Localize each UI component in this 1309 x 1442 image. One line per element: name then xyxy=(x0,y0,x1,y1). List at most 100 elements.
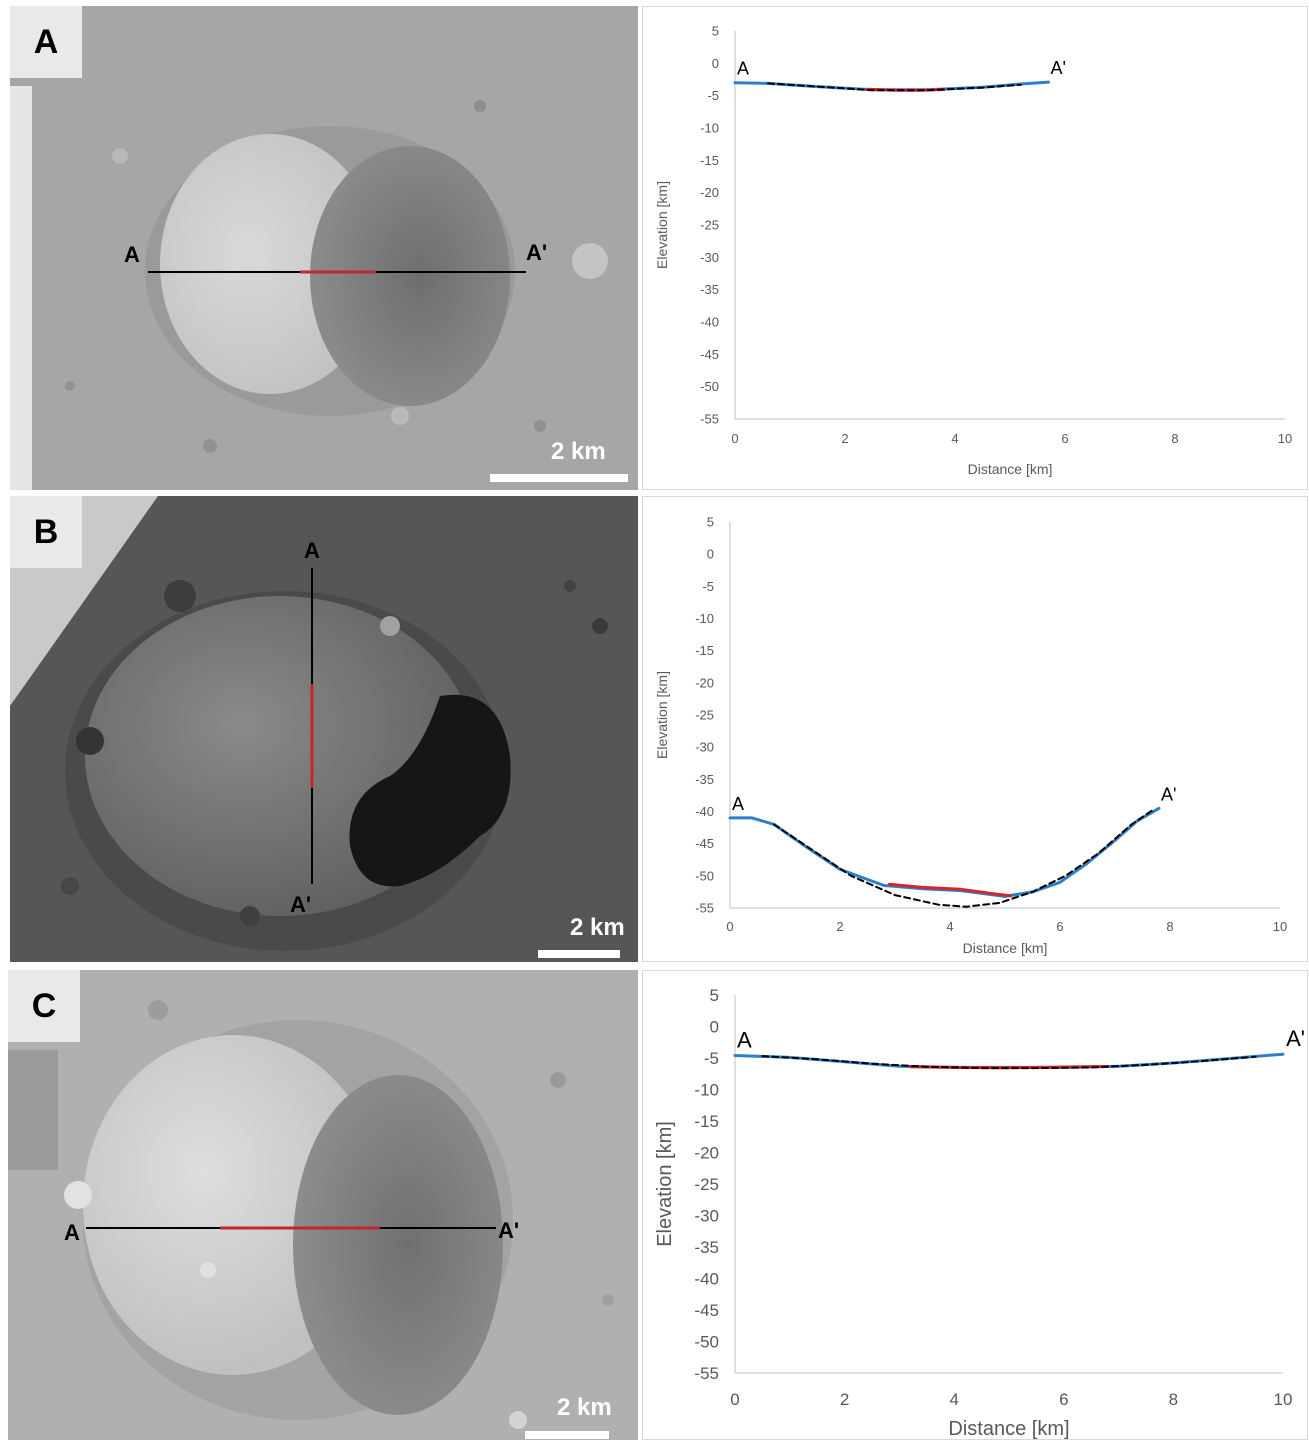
scale-bar-a xyxy=(490,474,628,482)
x-tick-label: 8 xyxy=(1169,1390,1178,1409)
y-tick-label: -45 xyxy=(700,347,719,362)
y-tick-label: -10 xyxy=(700,121,719,136)
y-tick-label: -25 xyxy=(695,708,714,723)
x-tick-label: 2 xyxy=(836,919,843,934)
y-tick-label: -40 xyxy=(694,1269,719,1288)
panel-letter-b: B xyxy=(10,496,82,568)
y-tick-label: -40 xyxy=(700,315,719,330)
x-tick-label: 0 xyxy=(726,919,733,934)
y-axis-label: Elevation [km] xyxy=(654,1121,676,1247)
y-tick-label: -50 xyxy=(695,868,714,883)
series-line-dashed xyxy=(767,82,1022,92)
y-tick-label: -35 xyxy=(694,1238,719,1257)
x-tick-label: 4 xyxy=(946,919,953,934)
y-tick-label: 5 xyxy=(710,986,719,1005)
x-tick-label: 6 xyxy=(1059,1390,1068,1409)
profile-start-label: A xyxy=(737,1027,752,1052)
y-tick-label: -30 xyxy=(700,250,719,265)
crater-image-b-graphic xyxy=(10,496,638,962)
y-tick-label: -50 xyxy=(700,379,719,394)
profile-end-label-b: A' xyxy=(290,892,312,917)
y-tick-label: -10 xyxy=(695,611,714,626)
x-tick-label: 2 xyxy=(840,1390,849,1409)
chart-panel-a: 5 0 -5 -10 -15 -20 -25 -30 -35 -40 -45 -50 -55 0 2 4 6 8 1… xyxy=(642,6,1308,490)
x-tick-label: 6 xyxy=(1056,919,1063,934)
y-tick-label: -20 xyxy=(695,675,714,690)
y-tick-label: 0 xyxy=(707,547,714,562)
crater-image-c: C A A' 2 km xyxy=(8,970,638,1440)
profile-end-label: A' xyxy=(1051,58,1066,78)
y-tick-label: -5 xyxy=(702,579,714,594)
y-tick-label: -15 xyxy=(700,153,719,168)
x-tick-label: 10 xyxy=(1278,431,1292,446)
y-tick-label: -30 xyxy=(694,1206,719,1225)
y-tick-label: -25 xyxy=(700,218,719,233)
y-tick-label: 5 xyxy=(707,515,714,530)
x-axis-label: Distance [km] xyxy=(968,461,1053,477)
profile-end-label: A' xyxy=(1286,1026,1305,1051)
x-tick-label: 10 xyxy=(1274,1390,1293,1409)
x-axis-label: Distance [km] xyxy=(948,1418,1069,1440)
x-tick-label: 0 xyxy=(730,1390,739,1409)
crater-image-b: B A A' 2 km xyxy=(10,496,638,962)
scale-bar-c xyxy=(525,1431,609,1439)
profile-start-label-b: A xyxy=(304,538,320,563)
y-tick-label: -35 xyxy=(695,772,714,787)
y-tick-label: -20 xyxy=(694,1143,719,1162)
x-tick-label: 4 xyxy=(951,431,958,446)
profile-start-label-c: A xyxy=(64,1220,80,1245)
x-tick-label: 6 xyxy=(1061,431,1068,446)
chart-panel-c: 5 0 -5 -10 -15 -20 -25 -30 -35 -40 -45 -50 -55 0 2 4 6 8 1… xyxy=(642,970,1308,1440)
y-tick-label: -55 xyxy=(695,901,714,916)
panel-row-a: A A A' 2 km 5 0 -5 -10 -15 -20 -25 -30 -35 -40 -45… xyxy=(0,0,1309,490)
profile-start-label: A xyxy=(737,59,749,79)
y-tick-label: -20 xyxy=(700,185,719,200)
x-tick-label: 8 xyxy=(1166,919,1173,934)
y-tick-label: -40 xyxy=(695,804,714,819)
panel-row-b: B A A' 2 km 5 0 -5 -10 -15 -20 -25 -30 -35 -40 -45… xyxy=(0,496,1309,964)
elevation-chart-a: 5 0 -5 -10 -15 -20 -25 -30 -35 -40 -45 -50 -55 0 2 4 6 8 1… xyxy=(654,24,1292,477)
x-tick-label: 10 xyxy=(1273,919,1287,934)
crater-image-c-graphic xyxy=(8,970,638,1440)
crater-image-a: A A A' 2 km xyxy=(10,6,638,490)
y-tick-label: -10 xyxy=(694,1080,719,1099)
y-tick-label: -15 xyxy=(694,1112,719,1131)
y-tick-label: -25 xyxy=(694,1175,719,1194)
scale-bar-b xyxy=(538,950,620,958)
y-tick-label: 5 xyxy=(712,24,719,39)
series-line-blue xyxy=(733,1052,1285,1069)
x-axis-label: Distance [km] xyxy=(963,940,1048,956)
y-tick-label: 0 xyxy=(710,1017,719,1036)
scale-label-c: 2 km xyxy=(557,1394,612,1421)
elevation-chart-b: 5 0 -5 -10 -15 -20 -25 -30 -35 -40 -45 -50 -55 0 2 4 6 8 1… xyxy=(654,515,1287,956)
crater-image-a-graphic xyxy=(10,6,638,490)
y-tick-label: -5 xyxy=(707,88,719,103)
chart-panel-b: 5 0 -5 -10 -15 -20 -25 -30 -35 -40 -45 -50 -55 0 2 4 6 8 1… xyxy=(642,496,1308,962)
panel-letter-c: C xyxy=(8,970,80,1042)
profile-end-label-a: A' xyxy=(526,240,548,265)
y-axis-label: Elevation [km] xyxy=(654,181,670,269)
profile-start-label-a: A xyxy=(124,242,140,267)
y-tick-label: -30 xyxy=(695,740,714,755)
x-tick-label: 2 xyxy=(841,431,848,446)
series-line-blue xyxy=(728,806,1161,898)
panel-row-c: C A A' 2 km 5 0 -5 -10 -15 -20 -25 -30 -35 -40 -45… xyxy=(0,970,1309,1442)
elevation-chart-c: 5 0 -5 -10 -15 -20 -25 -30 -35 -40 -45 -50 -55 0 2 4 6 8 1… xyxy=(654,986,1305,1440)
y-tick-label: -45 xyxy=(694,1301,719,1320)
profile-end-label-c: A' xyxy=(498,1218,520,1243)
y-tick-label: -5 xyxy=(704,1049,719,1068)
y-tick-label: -55 xyxy=(694,1364,719,1383)
series-line-red xyxy=(888,882,1012,898)
y-tick-label: -55 xyxy=(700,412,719,427)
profile-end-label: A' xyxy=(1161,784,1176,804)
panel-letter-a: A xyxy=(10,6,82,78)
series-line-dashed xyxy=(761,1055,1257,1070)
profile-start-label: A xyxy=(732,794,744,814)
scale-label-a: 2 km xyxy=(551,438,606,465)
x-tick-label: 8 xyxy=(1171,431,1178,446)
series-line-dashed xyxy=(773,808,1155,908)
y-tick-label: -45 xyxy=(695,836,714,851)
y-tick-label: 0 xyxy=(712,56,719,71)
y-tick-label: -35 xyxy=(700,282,719,297)
x-tick-label: 0 xyxy=(731,431,738,446)
